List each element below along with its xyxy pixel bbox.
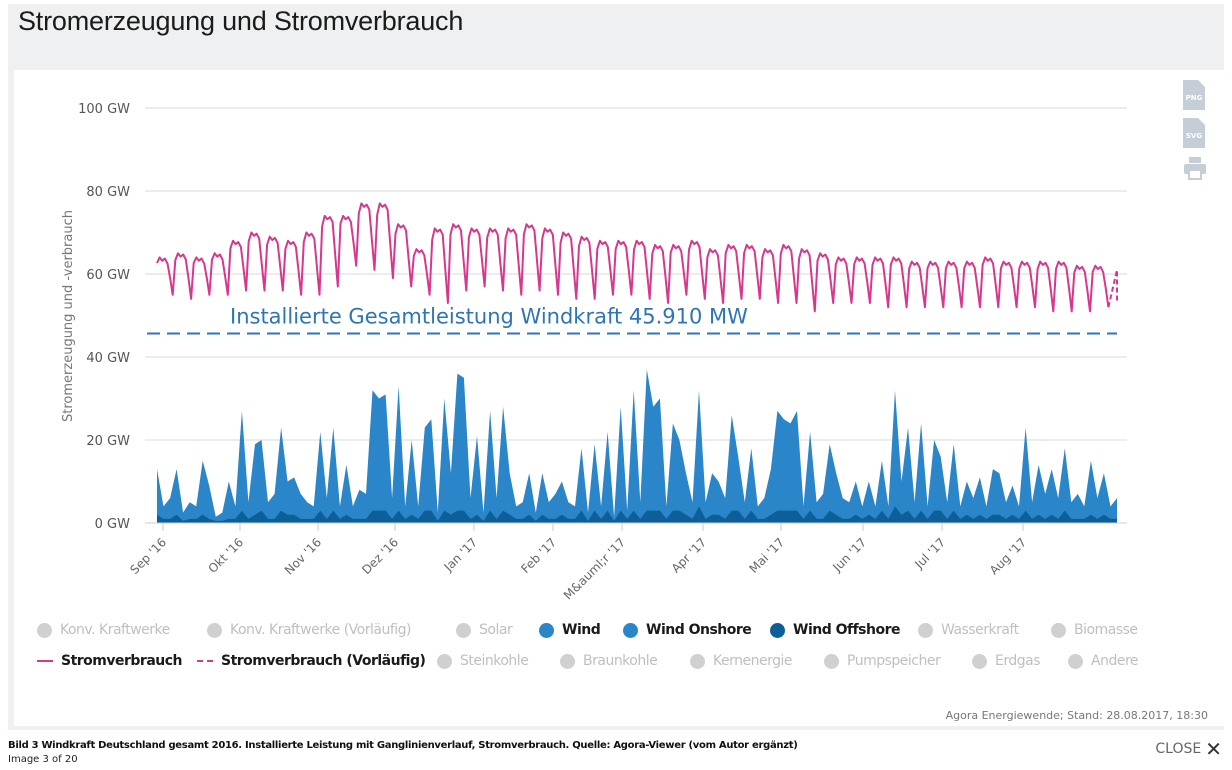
wind-offshore-area	[157, 506, 1117, 523]
line-marker-icon	[37, 660, 53, 662]
dot-marker-icon	[623, 622, 638, 638]
chart-svg: 0 GW 20 GW 40 GW 60 GW 80 GW 100 GW Stromerze…	[61, 102, 1127, 602]
stromverbrauch-vorlaeufig-line	[1107, 269, 1118, 308]
source-credit: Agora Energiewende; Stand: 28.08.2017, 1…	[945, 709, 1208, 722]
dashed-line-marker-icon	[197, 660, 213, 662]
wind-areas	[145, 369, 1127, 524]
x-tick-label: M&auml;r '17	[561, 535, 628, 602]
page-title: Stromerzeugung und Stromverbrauch	[18, 6, 464, 36]
installed-capacity-label: Installierte Gesamtleistung Windkraft 45…	[230, 304, 748, 328]
legend-label: Wasserkraft	[941, 622, 1019, 638]
legend-item[interactable]: Wind	[539, 622, 601, 638]
y-axis-ticks: 0 GW 20 GW 40 GW 60 GW 80 GW 100 GW	[78, 102, 130, 532]
export-toolbar: PNG SVG	[1183, 80, 1209, 188]
legend-item[interactable]: Pumpspeicher	[824, 653, 941, 669]
legend-item[interactable]: Steinkohle	[437, 653, 529, 669]
legend-item[interactable]: Erdgas	[972, 653, 1041, 669]
y-axis-label: Stromerzeugung und -verbrauch	[61, 210, 76, 422]
svg-export-icon[interactable]: SVG	[1183, 118, 1205, 148]
image-counter: Image 3 of 20	[8, 754, 78, 765]
legend-item[interactable]: Konv. Kraftwerke	[37, 622, 170, 638]
legend-label: Steinkohle	[460, 653, 529, 669]
dot-marker-icon	[824, 653, 839, 669]
x-tick-label: Aug '17	[987, 535, 1029, 577]
png-export-icon[interactable]: PNG	[1183, 80, 1205, 110]
chart-card	[14, 70, 1224, 726]
dot-marker-icon	[207, 622, 222, 638]
y-tick-label: 20 GW	[86, 434, 130, 449]
dot-marker-icon	[918, 622, 933, 638]
y-tick-label: 80 GW	[86, 185, 130, 200]
dot-marker-icon	[770, 622, 785, 638]
legend-item[interactable]: Andere	[1068, 653, 1139, 669]
y-tick-label: 60 GW	[86, 268, 130, 283]
legend-label: Wind	[562, 622, 601, 638]
y-tick-label: 0 GW	[95, 517, 130, 532]
legend-label: Solar	[479, 622, 513, 638]
x-tick-label: Feb '17	[518, 535, 559, 576]
legend-label: Konv. Kraftwerke (Vorläufig)	[230, 622, 411, 638]
legend-item[interactable]: Biomasse	[1051, 622, 1138, 638]
dot-marker-icon	[1051, 622, 1066, 638]
x-tick-label: Jan '17	[441, 535, 481, 575]
x-tick-label: Sep '16	[127, 535, 169, 577]
legend-item[interactable]: Wind Onshore	[623, 622, 752, 638]
legend-item[interactable]: Wind Offshore	[770, 622, 901, 638]
dot-marker-icon	[690, 653, 705, 669]
legend-item[interactable]: Wasserkraft	[918, 622, 1019, 638]
legend-item[interactable]: Stromverbrauch	[37, 653, 183, 669]
x-tick-label: Jun '17	[829, 535, 869, 575]
y-tick-label: 40 GW	[86, 351, 130, 366]
x-tick-label: Dez '16	[359, 535, 401, 577]
png-label: PNG	[1186, 94, 1203, 102]
dot-marker-icon	[560, 653, 575, 669]
dot-marker-icon	[437, 653, 452, 669]
legend-label: Erdgas	[995, 653, 1041, 669]
x-tick-label: Nov '16	[282, 535, 324, 577]
x-tick-label: Mai '17	[747, 535, 788, 576]
legend-label: Stromverbrauch (Vorläufig)	[221, 653, 426, 669]
x-tick-label: Okt '16	[205, 535, 246, 576]
legend-label: Andere	[1091, 653, 1139, 669]
dot-marker-icon	[972, 653, 987, 669]
consumption-lines	[156, 202, 1118, 313]
stromverbrauch-line	[156, 202, 1110, 313]
legend-label: Kernenergie	[713, 653, 792, 669]
close-icon: ✕	[1205, 737, 1222, 761]
legend-item[interactable]: Stromverbrauch (Vorläufig)	[197, 653, 426, 669]
legend-label: Braunkohle	[583, 653, 658, 669]
legend-label: Wind Onshore	[646, 622, 752, 638]
dot-marker-icon	[37, 622, 52, 638]
close-label: CLOSE	[1155, 741, 1202, 757]
x-tick-label: Jul '17	[911, 535, 948, 572]
legend-label: Wind Offshore	[793, 622, 901, 638]
legend-item[interactable]: Konv. Kraftwerke (Vorläufig)	[207, 622, 411, 638]
svg-label: SVG	[1186, 132, 1202, 140]
legend-label: Pumpspeicher	[847, 653, 941, 669]
legend-item[interactable]: Braunkohle	[560, 653, 658, 669]
print-icon[interactable]	[1183, 156, 1207, 180]
legend-label: Biomasse	[1074, 622, 1138, 638]
legend-label: Konv. Kraftwerke	[60, 622, 170, 638]
wind-onshore-area	[157, 369, 1117, 523]
close-button[interactable]: CLOSE ✕	[1155, 737, 1222, 761]
dot-marker-icon	[539, 622, 554, 638]
installed-capacity-annotation: Installierte Gesamtleistung Windkraft 45…	[147, 304, 1117, 335]
legend-item[interactable]: Kernenergie	[690, 653, 792, 669]
legend-item[interactable]: Solar	[456, 622, 513, 638]
x-tick-label: Apr '17	[669, 535, 709, 575]
dot-marker-icon	[1068, 653, 1083, 669]
y-tick-label: 100 GW	[78, 102, 130, 117]
image-caption: Bild 3 Windkraft Deutschland gesamt 2016…	[8, 740, 798, 751]
x-axis-ticks: Sep '16 Okt '16 Nov '16 Dez '16 Jan '17 Feb '…	[127, 523, 1029, 602]
dot-marker-icon	[456, 622, 471, 638]
legend-label: Stromverbrauch	[61, 653, 183, 669]
